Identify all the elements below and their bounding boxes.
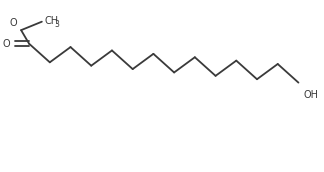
Text: OH: OH: [303, 90, 318, 100]
Text: O: O: [9, 18, 17, 28]
Text: 3: 3: [55, 20, 60, 29]
Text: CH: CH: [45, 16, 59, 26]
Text: O: O: [2, 39, 10, 49]
